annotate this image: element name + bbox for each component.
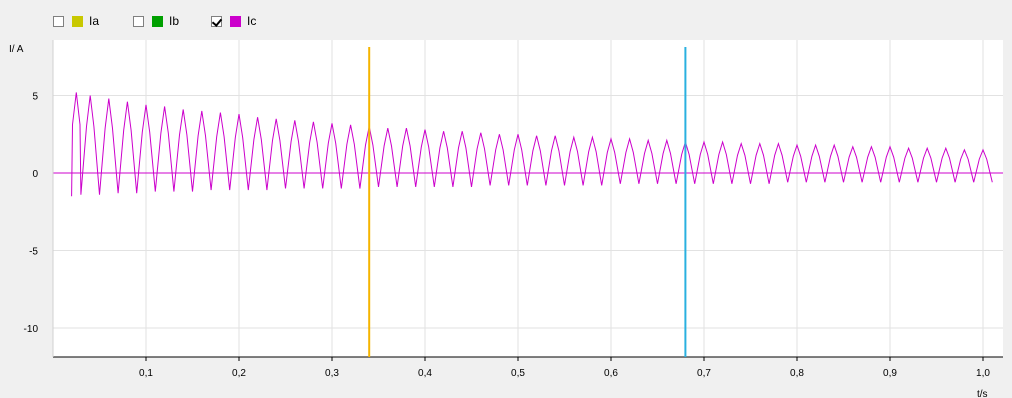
ic-label: Ic [247, 14, 257, 28]
ia-label: Ia [89, 14, 100, 28]
ia-checkbox[interactable] [53, 15, 64, 27]
cursors [368, 47, 687, 357]
y-tick-label: 5 [32, 92, 38, 103]
x-tick-label: 1,0 [976, 368, 990, 379]
ib-checkbox[interactable] [133, 15, 144, 27]
legend-item-ic[interactable]: Ic [211, 14, 256, 28]
x-axis-label: t/s [977, 389, 988, 398]
legend: Ia Ib Ic [0, 0, 1012, 40]
x-tick-label: 0,3 [325, 368, 339, 379]
x-tick-label: 0,8 [790, 368, 804, 379]
y-axis-label: I/ A [9, 44, 24, 55]
y-tick-label: -10 [24, 324, 39, 335]
legend-item-ia[interactable]: Ia [53, 14, 99, 28]
x-tick-label: 0,1 [139, 368, 153, 379]
plot-area[interactable] [53, 40, 1003, 357]
x-tick-label: 0,5 [511, 368, 525, 379]
grid [53, 40, 1003, 357]
ib-color-swatch [152, 15, 163, 27]
axes [52, 40, 1003, 358]
series-ic-line [71, 92, 993, 197]
ticks: 0,1 0,2 0,3 0,4 0,5 0,6 0,7 0,8 0,9 1,0 5 0 -5 -10 [24, 92, 991, 380]
x-tick-label: 0,2 [232, 368, 246, 379]
legend-item-ib[interactable]: Ib [133, 14, 179, 28]
x-tick-label: 0,6 [604, 368, 618, 379]
x-tick-label: 0,9 [883, 368, 897, 379]
ia-color-swatch [72, 15, 83, 27]
y-tick-label: -5 [29, 247, 38, 258]
ic-checkbox[interactable] [211, 15, 222, 27]
ib-label: Ib [169, 14, 180, 28]
y-tick-label: 0 [32, 169, 38, 180]
x-tick-label: 0,4 [418, 368, 432, 379]
ic-color-swatch [230, 15, 241, 27]
x-tick-label: 0,7 [697, 368, 711, 379]
